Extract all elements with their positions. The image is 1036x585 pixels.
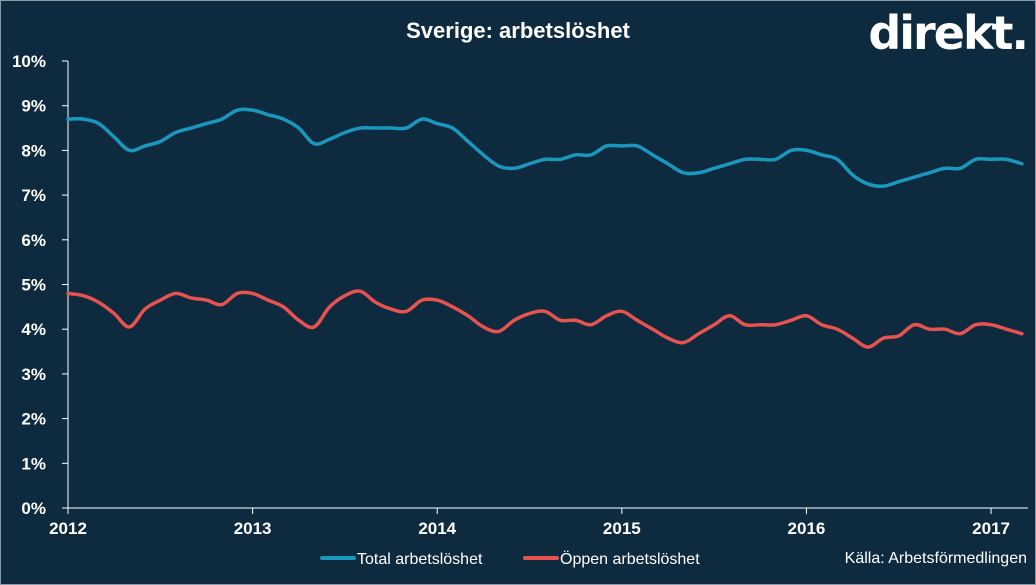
- y-tick-label: 1%: [21, 454, 46, 473]
- y-tick-label: 6%: [21, 231, 46, 250]
- y-tick-label: 10%: [12, 52, 46, 71]
- y-tick-label: 4%: [21, 320, 46, 339]
- y-tick-label: 3%: [21, 365, 46, 384]
- legend-oppen-label: Öppen arbetslöshet: [560, 550, 700, 568]
- x-tick-label: 2014: [418, 519, 456, 538]
- series-layer: [66, 107, 1024, 349]
- x-tick-label: 2012: [49, 519, 87, 538]
- source-note: Källa: Arbetsförmedlingen: [845, 550, 1027, 567]
- y-tick-label: 9%: [21, 97, 46, 116]
- axes: 0% 1% 2% 3% 4% 5% 6% 7% 8% 9% 10% 2012 2013 2014 2015 2…: [12, 52, 1028, 538]
- legend: Total arbetslöshet Öppen arbetslöshet: [320, 550, 700, 568]
- y-tick-label: 2%: [21, 410, 46, 429]
- x-tick-label: 2015: [603, 519, 641, 538]
- brand-logo: direkt.: [868, 6, 1027, 60]
- x-tick-label: 2017: [972, 519, 1010, 538]
- series-line-total: [66, 107, 1024, 188]
- y-tick-label: 8%: [21, 141, 46, 160]
- x-tick-label: 2013: [234, 519, 272, 538]
- y-tick-label: 0%: [21, 499, 46, 518]
- legend-total-label: Total arbetslöshet: [357, 551, 483, 568]
- series-line-oppen: [66, 289, 1024, 349]
- x-tick-label: 2016: [788, 519, 826, 538]
- y-tick-label: 5%: [21, 276, 46, 295]
- chart-title: Sverige: arbetslöshet: [406, 18, 630, 43]
- y-tick-label: 7%: [21, 186, 46, 205]
